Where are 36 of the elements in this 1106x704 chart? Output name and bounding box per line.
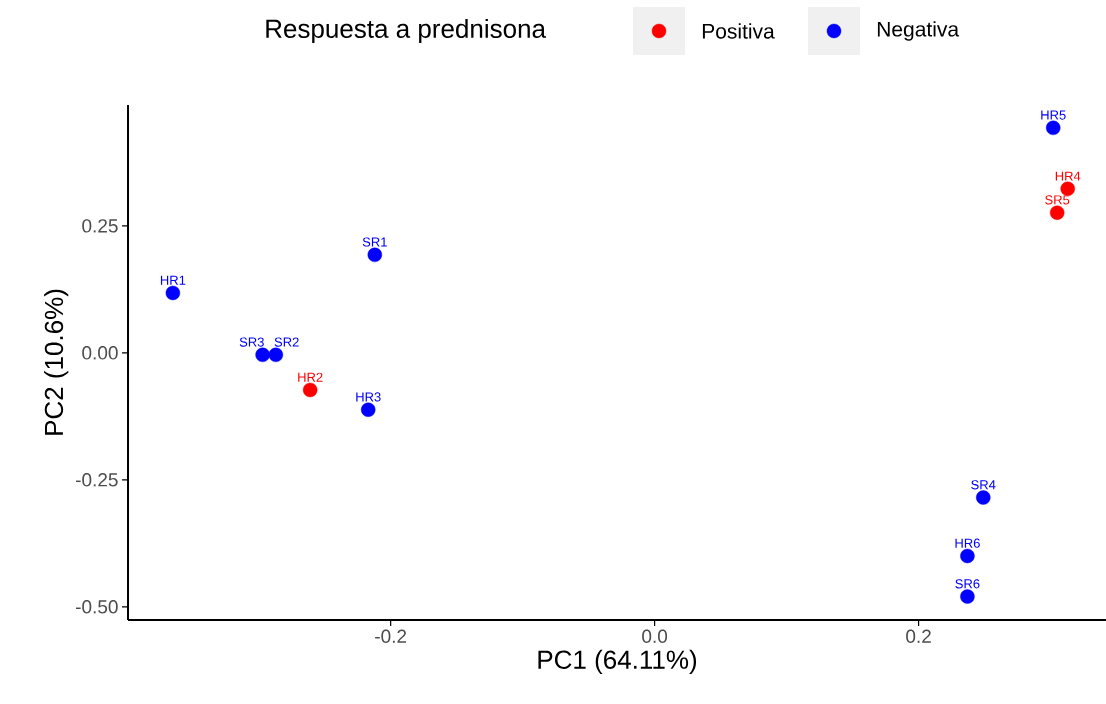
point bbox=[302, 382, 318, 398]
annotation: HR1 bbox=[160, 275, 186, 285]
legend-label: Positiva bbox=[702, 23, 775, 39]
legend-label: Negativa bbox=[877, 21, 960, 41]
point bbox=[165, 285, 181, 301]
y-tick-label: -0.25 bbox=[76, 473, 118, 487]
y-tick-label: -0.50 bbox=[76, 600, 118, 614]
point bbox=[1049, 205, 1065, 220]
annotation: HR5 bbox=[1041, 110, 1066, 120]
point bbox=[1060, 181, 1075, 196]
annotation: HR2 bbox=[298, 372, 323, 382]
point bbox=[268, 347, 284, 363]
point bbox=[960, 589, 975, 604]
annotation: SR6 bbox=[955, 579, 980, 589]
y-tick-label: 0.00 bbox=[82, 346, 118, 360]
annotation: SR5 bbox=[1045, 195, 1070, 205]
annotation: HR6 bbox=[955, 538, 980, 548]
y-axis-title: PC2 (10.6%) bbox=[44, 289, 69, 435]
point bbox=[361, 402, 376, 417]
x-axis-title: PC1 (64.11%) bbox=[538, 649, 697, 675]
y-tick-label: 0.25 bbox=[82, 219, 118, 233]
x-tick-label: -0.2 bbox=[375, 629, 407, 643]
point bbox=[1046, 120, 1061, 136]
point bbox=[367, 247, 383, 263]
annotation: SR4 bbox=[971, 480, 996, 490]
point bbox=[255, 347, 270, 363]
x-tick-label: 0.0 bbox=[642, 629, 668, 643]
x-tick-label: 0.2 bbox=[906, 629, 931, 643]
point bbox=[960, 548, 975, 564]
annotation: HR3 bbox=[356, 392, 381, 402]
annotation: SR2 bbox=[274, 337, 299, 347]
annotation: SR3 bbox=[239, 337, 264, 347]
annotation: SR1 bbox=[362, 237, 387, 247]
point bbox=[976, 490, 991, 505]
annotation: HR4 bbox=[1055, 171, 1081, 181]
legend-title: Respuesta a prednisona bbox=[266, 18, 546, 44]
